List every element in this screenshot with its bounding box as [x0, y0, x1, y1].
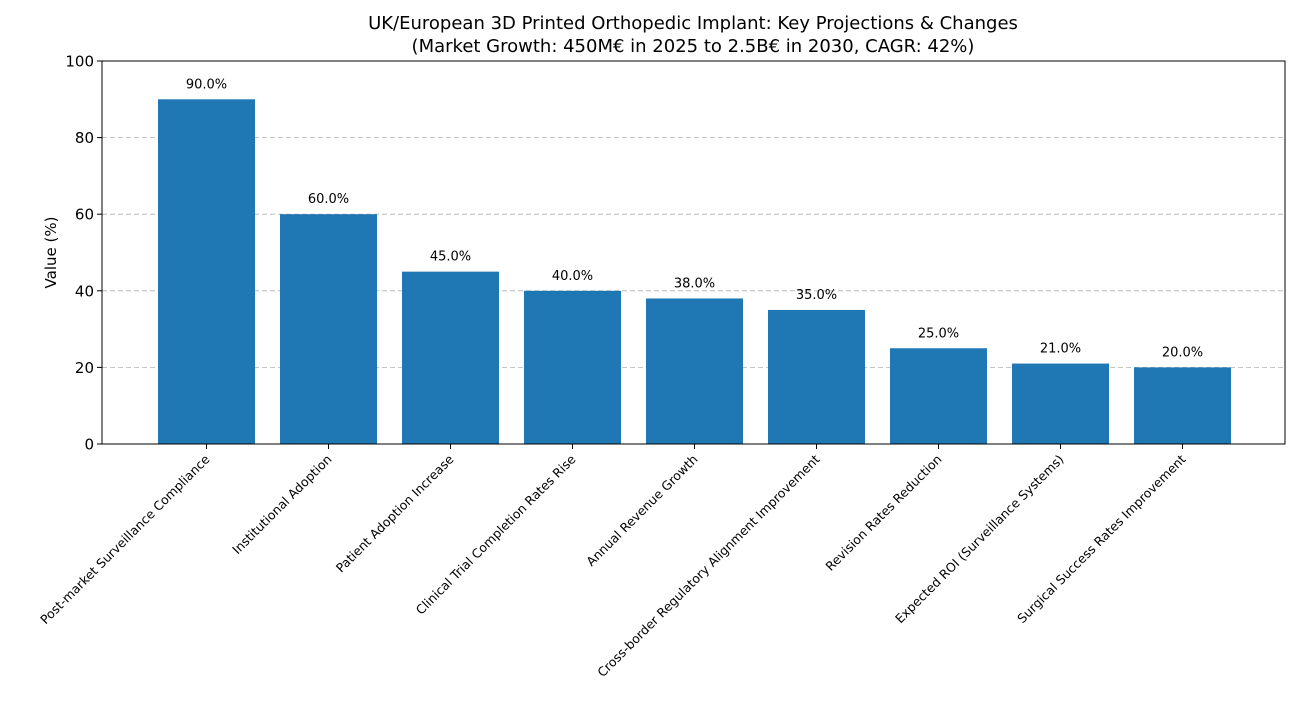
- y-tick-label: 60: [75, 206, 94, 224]
- bar: [768, 309, 865, 444]
- y-axis-label: Value (%): [42, 217, 60, 289]
- data-label: 20.0%: [1162, 345, 1203, 360]
- x-tick-label: Annual Revenue Growth: [583, 452, 700, 569]
- x-tick-label: Revision Rates Reduction: [822, 452, 944, 574]
- data-labels: 90.0% 60.0% 45.0% 40.0% 38.0% 35.0% 25.0% 21.0%…: [186, 77, 1203, 360]
- x-tick-label: Institutional Adoption: [229, 452, 334, 557]
- y-tick-label: 80: [75, 129, 94, 147]
- bar: [646, 298, 743, 444]
- data-label: 45.0%: [430, 250, 471, 265]
- chart-title: UK/European 3D Printed Orthopedic Implan…: [368, 13, 1018, 34]
- y-tick-label: 40: [75, 282, 94, 300]
- data-label: 38.0%: [674, 276, 715, 291]
- bar: [402, 271, 499, 444]
- bar: [890, 348, 987, 444]
- data-label: 21.0%: [1040, 342, 1081, 357]
- data-label: 60.0%: [308, 192, 349, 207]
- x-tick-label: Patient Adoption Increase: [333, 451, 457, 575]
- bar: [524, 290, 621, 444]
- bars: [158, 99, 1231, 445]
- data-label: 35.0%: [796, 288, 837, 303]
- x-tick-label: Post-market Surveillance Compliance: [37, 451, 213, 627]
- plot-frame: [101, 60, 1286, 445]
- y-tick-label: 20: [75, 359, 94, 377]
- data-label: 40.0%: [552, 269, 593, 284]
- y-axis-ticks: 0 20 40 60 80 100: [65, 53, 102, 454]
- bar: [280, 214, 377, 444]
- y-tick-label: 0: [84, 436, 94, 454]
- x-tick-label: Cross-border Regulatory Alignment Improv…: [594, 451, 822, 679]
- data-label: 90.0%: [186, 77, 227, 92]
- y-tick-label: 100: [65, 53, 94, 71]
- chart-subtitle: (Market Growth: 450M€ in 2025 to 2.5B€ i…: [412, 36, 975, 57]
- bar: [1012, 363, 1109, 444]
- x-axis-ticks: Post-market Surveillance Compliance Insti…: [37, 444, 1189, 680]
- bar: [1134, 367, 1231, 444]
- bar: [158, 99, 255, 445]
- data-label: 25.0%: [918, 326, 959, 341]
